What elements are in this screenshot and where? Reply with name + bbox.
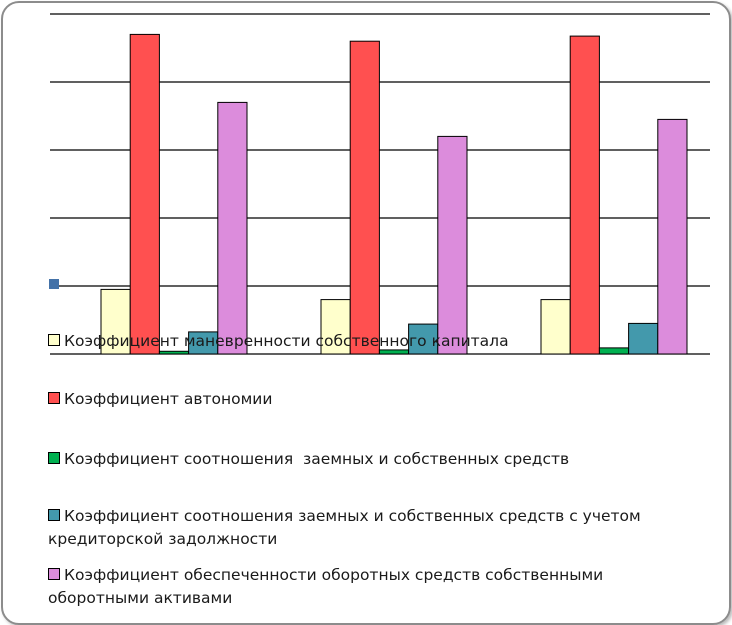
legend-item: Коэффициент соотношения заемных и собств… <box>48 505 708 551</box>
legend-swatch <box>48 392 60 404</box>
legend-label: Коэффициент соотношения заемных и собств… <box>64 450 570 468</box>
bar <box>437 135 468 355</box>
bar <box>540 299 571 355</box>
bar <box>569 35 600 355</box>
legend-label: Коэффициент соотношения заемных и собств… <box>48 507 641 548</box>
legend-swatch <box>48 509 60 521</box>
legend-item: Коэффициент обеспеченности оборотных сре… <box>48 564 708 610</box>
bar <box>657 118 688 355</box>
legend-swatch <box>48 568 60 580</box>
bar <box>320 299 351 355</box>
legend-swatch <box>48 334 60 346</box>
legend-label: Коэффициент маневренности собственного к… <box>64 332 509 350</box>
legend-item: Коэффициент соотношения заемных и собств… <box>48 448 708 471</box>
bar <box>100 288 131 355</box>
bar <box>217 101 248 355</box>
legend-swatch <box>48 452 60 464</box>
legend-item: Коэффициент автономии <box>48 388 708 411</box>
legend-item: Коэффициент маневренности собственного к… <box>48 330 708 353</box>
bar <box>129 33 160 355</box>
bar-chart <box>50 13 710 355</box>
legend-marker <box>49 279 59 289</box>
bar <box>628 322 659 355</box>
bar <box>349 40 380 355</box>
legend-label: Коэффициент автономии <box>64 390 273 408</box>
